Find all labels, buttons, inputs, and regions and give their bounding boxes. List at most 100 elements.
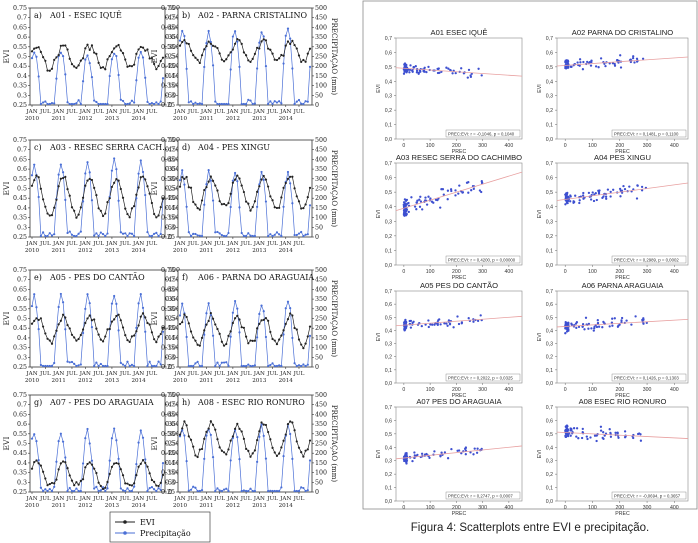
scatter-x-tick-label: 300 [643,143,652,149]
scatter-y-tick-label: 0,4 [546,205,553,211]
evi-point [233,178,237,181]
scatter-point [586,437,589,441]
scatter-point [635,197,639,200]
precip-point [251,489,254,493]
evi-point [35,46,38,49]
evi-point [48,69,51,72]
evi-point [108,472,111,476]
scatter-point [578,201,581,205]
ts-y-tick-label: 0.75 [13,137,27,144]
ts-x-year-label: 2011 [199,248,213,254]
precip-point [231,179,234,182]
ts-y2-tick-label: 150 [315,335,327,342]
ts-x-year-label: 2014 [131,248,146,254]
scatter-point [565,66,568,70]
scatter-point [415,201,418,204]
ts-panel-tag: a) [34,11,42,20]
scatter-point [622,184,625,188]
precip-point [308,65,312,68]
ts-panel-frame [177,139,313,238]
scatter-point [595,439,598,443]
evi-point [59,462,62,465]
evi-point [66,324,69,327]
evi-point [267,319,270,322]
precip-point [30,304,34,308]
precip-point [30,57,34,60]
scatter-point [404,199,408,203]
evi-point [46,69,49,72]
ts-x-year-label: 2010 [173,503,188,509]
scatter-point [409,319,413,323]
stat-label: PREC:EVI: r = 0,2022, p = 0,0325 [448,375,513,380]
ts-y2-tick-label: 350 [168,166,180,173]
scatter-point [412,66,416,69]
ts-x-tick-label: JUL [146,241,158,247]
evi-point [238,427,241,430]
regression-line [395,315,523,327]
precip-point [104,234,107,238]
evi-point [133,482,136,485]
scatter-panel-title: A04 PES XINGU [594,153,651,162]
ts-y2-tick-label: 0 [168,364,172,371]
precip-point [181,429,184,432]
evi-point [79,206,82,209]
precip-point [225,234,228,238]
scatter-point [446,189,450,192]
scatter-point [575,326,578,330]
ts-x-tick-label: JUL [266,496,278,502]
scatter-panel-title: A03 RESEC SERRA DO CACHIMBO [396,153,522,162]
precip-point [262,178,265,182]
scatter-y-tick-label: 0,7 [546,289,553,295]
ts-x-tick-label: JUL [213,109,225,115]
precip-point [95,485,98,488]
ts-panel-frame [29,394,166,493]
precip-point [205,183,208,186]
evi-point [150,331,153,334]
evi-point [117,43,120,47]
precip-point [50,489,54,493]
evi-point [189,186,193,189]
ts-x-tick-label: JAN [173,496,185,502]
evi-point [130,65,134,68]
scatter-point [616,325,620,328]
scatter-point [569,200,572,203]
scatter-point [416,199,419,202]
precip-point [194,101,197,104]
precip-point [46,364,49,368]
evi-point [280,196,283,199]
precip-point [39,363,42,367]
evi-point [233,427,237,430]
precip-point [141,306,145,309]
scatter-point [616,432,619,435]
evi-point [178,185,182,188]
precip-point [126,487,129,490]
precip-point [153,102,156,106]
ts-y2-tick-label: 450 [315,15,327,22]
scatter-point [605,197,608,200]
evi-point [209,420,212,423]
evi-point [200,54,204,57]
scatter-point [403,64,406,67]
evi-point [141,458,145,462]
scatter-x-tick-label: 200 [452,143,461,149]
evi-point [214,184,217,187]
evi-point [284,44,287,47]
evi-point [106,58,109,61]
precip-point [189,364,193,368]
precip-point [240,364,243,368]
evi-point [135,330,138,333]
ts-y2-tick-label: 350 [315,296,327,303]
evi-point [42,470,45,473]
evi-point [225,453,228,456]
scatter-point [404,208,407,211]
evi-point [264,178,268,181]
precip-point [291,67,294,70]
precip-point [101,232,105,236]
scatter-point [618,323,621,326]
evi-point [157,64,160,68]
scatter-point [620,316,624,320]
precip-point [124,232,127,235]
precip-point [59,432,62,435]
scatter-point [420,452,424,455]
scatter-point [581,323,585,326]
